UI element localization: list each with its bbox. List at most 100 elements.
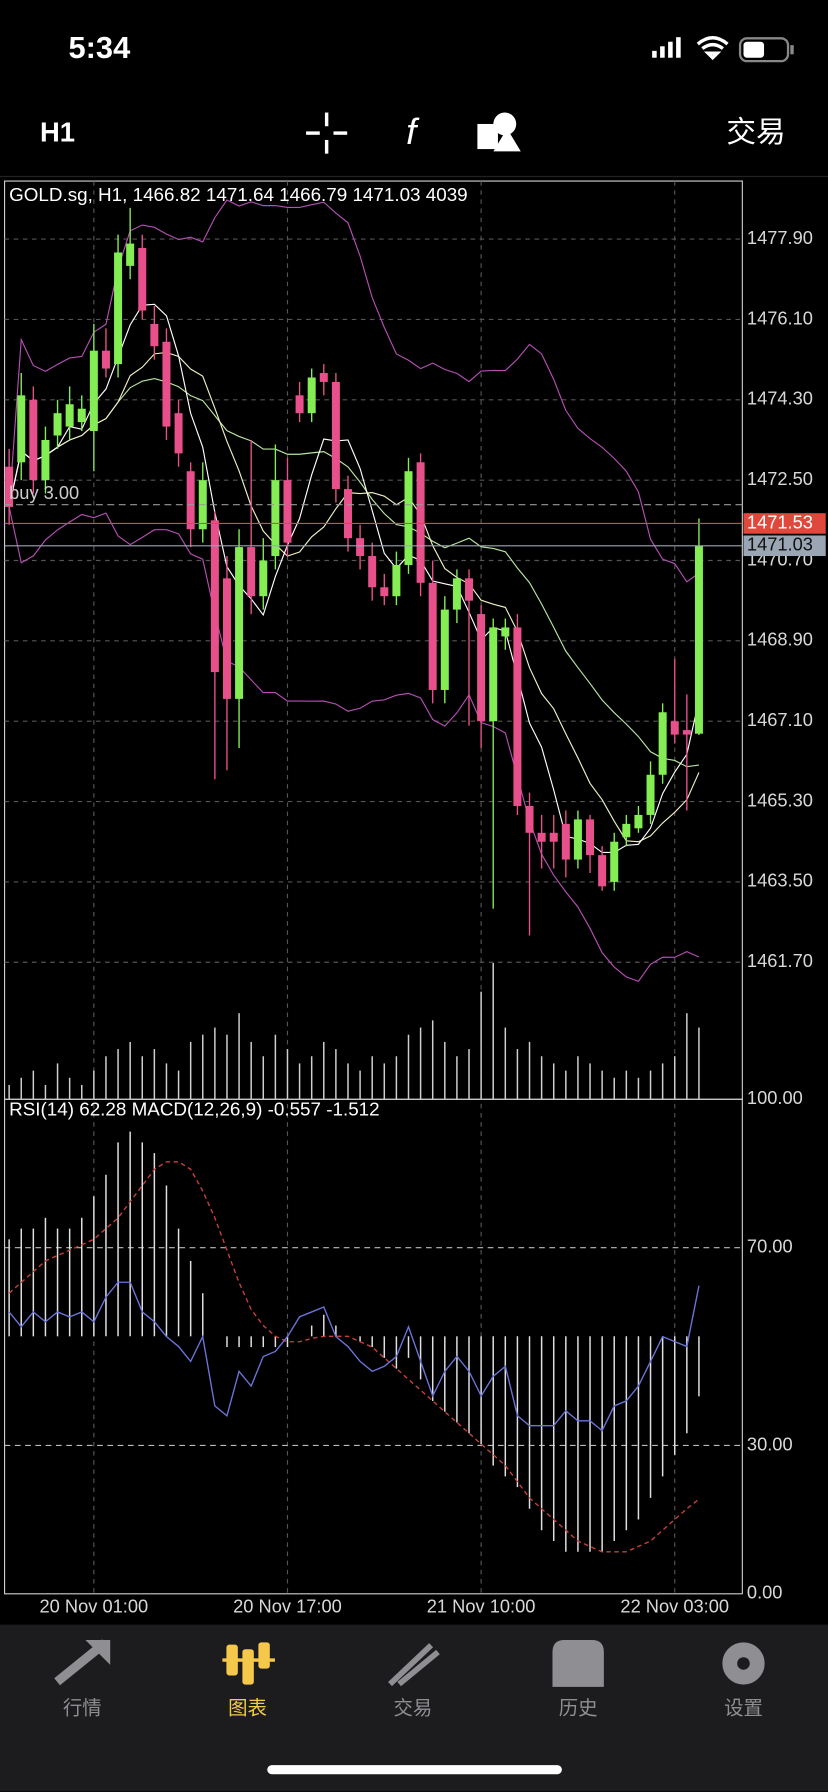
y-tick-label: 1468.90	[747, 629, 813, 650]
candle-body	[452, 578, 461, 610]
candle-body	[404, 471, 413, 565]
rsi-line	[8, 1281, 700, 1432]
y-tick-label: 100.00	[747, 1087, 803, 1108]
bid-label: 1471.03	[747, 534, 813, 555]
candle-body	[598, 855, 607, 887]
clock: 5:34	[69, 30, 131, 65]
candle-body	[29, 399, 38, 481]
bollinger-upper	[8, 199, 700, 583]
candle-body	[210, 520, 219, 673]
candle-body	[428, 582, 437, 690]
y-tick-label: 1474.30	[747, 388, 813, 409]
tab-icon[interactable]	[222, 1642, 275, 1685]
y-tick-label: 70.00	[747, 1235, 793, 1256]
candle-body	[307, 377, 316, 414]
tab-label[interactable]: 历史	[559, 1697, 598, 1719]
moving-average-5	[8, 303, 700, 854]
x-tick-label: 20 Nov 01:00	[40, 1595, 149, 1616]
y-tick-label: 1461.70	[747, 950, 813, 971]
tab-bar	[0, 1624, 828, 1792]
candle-body	[271, 480, 280, 557]
candle-body	[537, 832, 546, 842]
candle-body	[101, 350, 110, 369]
candle-body	[501, 627, 510, 637]
candle-body	[670, 721, 679, 735]
candle-body	[646, 774, 655, 815]
moving-average-10	[8, 351, 700, 843]
y-tick-label: 1477.90	[747, 227, 813, 248]
y-tick-label: 1465.30	[747, 789, 813, 810]
tab-icon[interactable]	[388, 1643, 440, 1687]
candle-body	[295, 395, 304, 414]
candle-body	[247, 547, 256, 597]
candle-body	[694, 545, 703, 734]
tab-icon[interactable]	[54, 1639, 111, 1686]
y-tick-label: 30.00	[747, 1433, 793, 1454]
wifi-icon	[696, 36, 729, 61]
candle-body	[356, 538, 365, 557]
candle-body	[162, 341, 171, 427]
crosshair-button[interactable]	[306, 112, 348, 154]
trade-button[interactable]: 交易	[726, 116, 785, 149]
candle-body	[138, 248, 147, 311]
candle-body	[549, 832, 558, 842]
position-label: buy 3.00	[9, 482, 79, 503]
tab-icon[interactable]	[722, 1642, 765, 1685]
candle-body	[489, 627, 498, 722]
objects-button[interactable]	[477, 112, 521, 152]
candle-body	[416, 462, 425, 583]
candle-body	[573, 819, 582, 860]
candle-body	[682, 730, 691, 735]
bid-box	[743, 535, 826, 557]
candle-body	[658, 712, 667, 775]
tab-label[interactable]: 图表	[228, 1697, 267, 1719]
candle-body	[465, 578, 474, 601]
candle-body	[513, 627, 522, 807]
candle-body	[114, 252, 123, 365]
candle-body	[392, 564, 401, 597]
candle-body	[440, 609, 449, 690]
candle-body	[259, 560, 268, 597]
candle-body	[525, 806, 534, 833]
bollinger-lower	[8, 506, 700, 982]
candle-body	[5, 466, 14, 507]
candle-body	[283, 480, 292, 543]
candle-body	[77, 408, 86, 423]
ask-label: 1471.53	[747, 511, 813, 532]
candle-body	[368, 556, 377, 588]
tab-label[interactable]: 设置	[724, 1697, 763, 1719]
candle-body	[610, 841, 619, 882]
candle-body	[561, 823, 570, 860]
candle-body	[65, 404, 74, 427]
candle-body	[319, 373, 328, 382]
x-tick-label: 20 Nov 17:00	[233, 1595, 342, 1616]
candle-body	[477, 614, 486, 722]
x-tick-label: 21 Nov 10:00	[427, 1595, 536, 1616]
candle-body	[380, 587, 389, 597]
chart: 1477.901476.101474.301472.501470.701468.…	[3, 180, 826, 1616]
tab-label[interactable]: 交易	[393, 1697, 432, 1719]
candle-body	[174, 413, 183, 454]
candle-body	[622, 823, 631, 838]
candle-body	[586, 819, 595, 856]
x-tick-label: 22 Nov 03:00	[620, 1595, 729, 1616]
candle-body	[41, 439, 50, 481]
tab-label[interactable]: 行情	[63, 1697, 102, 1719]
timeframe-button[interactable]: H1	[40, 116, 75, 147]
moving-average-20	[8, 377, 700, 768]
battery-icon	[738, 37, 794, 63]
candle-body	[331, 381, 340, 490]
y-tick-label: 1472.50	[747, 468, 813, 489]
tab-icon[interactable]	[552, 1640, 604, 1687]
candle-body	[634, 814, 643, 829]
candle-body	[235, 547, 244, 699]
y-tick-label: 0.00	[747, 1582, 783, 1603]
candle-body	[126, 243, 135, 266]
candle-body	[343, 489, 352, 539]
y-tick-label: 1463.50	[747, 870, 813, 891]
candle-body	[53, 413, 62, 436]
tabs: 行情 图表 交易 历史 设置	[54, 1639, 765, 1719]
indicator-panel-frame	[3, 1098, 743, 1595]
